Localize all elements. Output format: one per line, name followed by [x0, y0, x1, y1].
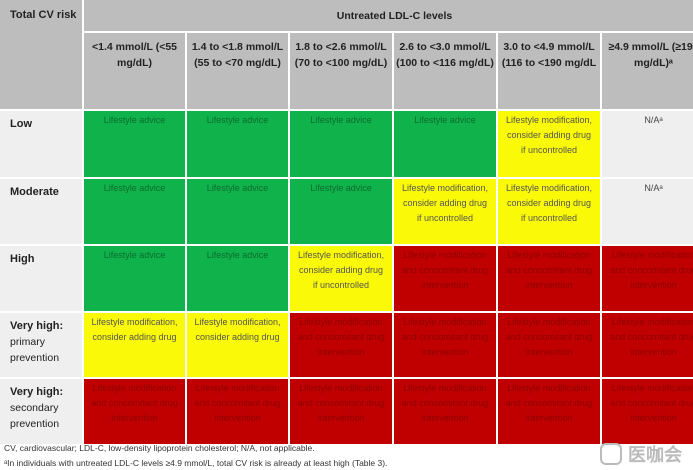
- table-cell: Lifestyle modification and concomitant d…: [602, 313, 693, 377]
- table-cell: Lifestyle modification, consider adding …: [394, 179, 496, 244]
- table-cell: Lifestyle modification and concomitant d…: [394, 379, 496, 444]
- table-cell: Lifestyle advice: [84, 246, 185, 311]
- column-header: ≥4.9 mmol/L (≥190 mg/dL)ᵃ: [602, 33, 693, 109]
- column-header: 1.8 to <2.6 mmol/L (70 to <100 mg/dL): [290, 33, 392, 109]
- row-label: Low: [0, 111, 82, 177]
- row-label-sub: primary prevention: [10, 336, 60, 364]
- watermark-text: 医咖会: [628, 445, 682, 465]
- row-label-title: Low: [10, 118, 32, 130]
- table-cell: Lifestyle advice: [290, 179, 392, 244]
- row-label: Moderate: [0, 179, 82, 244]
- table-cell: Lifestyle modification and concomitant d…: [290, 313, 392, 377]
- table-cell: Lifestyle modification, consider adding …: [498, 111, 600, 177]
- ldl-treatment-table: Total CV risk Untreated LDL-C levels <1.…: [0, 0, 693, 444]
- table-cell: Lifestyle modification and concomitant d…: [602, 246, 693, 311]
- row-label-title: High: [10, 253, 35, 265]
- table-cell: Lifestyle advice: [187, 111, 288, 177]
- row-label: High: [0, 246, 82, 311]
- table-cell: N/Aᵃ: [602, 111, 693, 177]
- table-cell: Lifestyle modification and concomitant d…: [290, 379, 392, 444]
- corner-header: Total CV risk: [0, 0, 82, 109]
- row-label: Very high: secondary prevention: [0, 379, 82, 444]
- table-cell: Lifestyle modification and concomitant d…: [498, 246, 600, 311]
- column-header: 2.6 to <3.0 mmol/L (100 to <116 mg/dL): [394, 33, 496, 109]
- table-cell: Lifestyle advice: [84, 179, 185, 244]
- table-cell: Lifestyle modification and concomitant d…: [394, 246, 496, 311]
- row-label-sub: secondary prevention: [10, 402, 60, 430]
- row-label-title: Moderate: [10, 186, 59, 198]
- table-cell: Lifestyle advice: [290, 111, 392, 177]
- watermark-logo-icon: [600, 443, 622, 465]
- footnote-a: ᵃIn individuals with untreated LDL-C lev…: [4, 458, 388, 468]
- table-cell: Lifestyle advice: [187, 246, 288, 311]
- table-cell: N/Aᵃ: [602, 179, 693, 244]
- row-label: Very high: primary prevention: [0, 313, 82, 377]
- table-cell: Lifestyle modification, consider adding …: [498, 179, 600, 244]
- table-cell: Lifestyle modification and concomitant d…: [602, 379, 693, 444]
- column-header: 3.0 to <4.9 mmol/L (116 to <190 mg/dL: [498, 33, 600, 109]
- footnote-abbreviations: CV, cardiovascular; LDL-C, low-density l…: [4, 443, 315, 453]
- watermark: 医咖会: [600, 441, 682, 467]
- table-cell: Lifestyle modification and concomitant d…: [498, 313, 600, 377]
- table-cell: Lifestyle modification, consider adding …: [84, 313, 185, 377]
- row-label-title: Very high:: [10, 386, 64, 398]
- column-header: <1.4 mmol/L (<55 mg/dL): [84, 33, 185, 109]
- table-cell: Lifestyle advice: [84, 111, 185, 177]
- table-cell: Lifestyle modification and concomitant d…: [394, 313, 496, 377]
- table-cell: Lifestyle modification and concomitant d…: [498, 379, 600, 444]
- group-header: Untreated LDL-C levels: [84, 0, 693, 31]
- column-header: 1.4 to <1.8 mmol/L (55 to <70 mg/dL): [187, 33, 288, 109]
- row-label-title: Very high:: [10, 320, 64, 332]
- table-cell: Lifestyle modification, consider adding …: [187, 313, 288, 377]
- table-cell: Lifestyle advice: [187, 179, 288, 244]
- table-cell: Lifestyle advice: [394, 111, 496, 177]
- table-cell: Lifestyle modification and concomitant d…: [84, 379, 185, 444]
- table-cell: Lifestyle modification, consider adding …: [290, 246, 392, 311]
- table-cell: Lifestyle modification and concomitant d…: [187, 379, 288, 444]
